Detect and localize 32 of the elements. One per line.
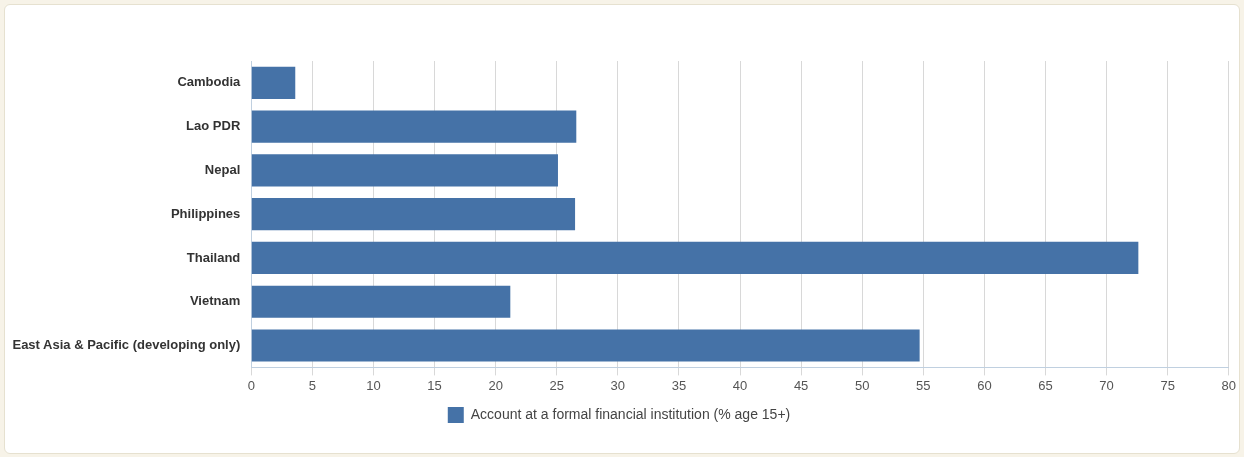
y-tick-label: Philippines [170, 205, 241, 221]
bar [251, 329, 920, 362]
x-tick-label: 10 [366, 377, 381, 393]
x-tick-label: 30 [610, 377, 626, 393]
bar [251, 154, 558, 187]
x-tick-label: 35 [671, 377, 687, 393]
bar [251, 110, 577, 143]
y-tick-label: Thailand [186, 249, 241, 265]
x-tick-label: 70 [1099, 377, 1114, 393]
x-tick-label: 45 [793, 377, 809, 393]
legend-label: Account at a formal financial institution (% age 15+) [470, 405, 791, 422]
y-tick-label: Lao PDR [186, 118, 241, 134]
y-tick-label: Vietnam [189, 293, 241, 309]
bar [251, 66, 296, 99]
x-tick-label: 5 [308, 377, 316, 393]
bar [251, 285, 511, 318]
bar [251, 241, 1139, 275]
x-tick-label: 60 [977, 377, 992, 393]
x-tick-label: 15 [427, 377, 442, 393]
y-tick-label: Cambodia [177, 74, 242, 90]
x-tick-label: 25 [549, 377, 564, 393]
x-tick-label: 0 [247, 377, 255, 393]
x-tick-label: 65 [1038, 377, 1053, 393]
x-tick-label: 75 [1160, 377, 1175, 393]
x-tick-label: 20 [488, 377, 503, 393]
x-tick-label: 50 [854, 377, 870, 393]
y-tick-label: Nepal [204, 162, 241, 178]
bar [251, 198, 576, 231]
x-tick-label: 40 [732, 377, 748, 393]
x-tick-label: 80 [1221, 377, 1236, 393]
x-tick-label: 55 [916, 377, 931, 393]
y-tick-label: East Asia & Pacific (developing only) [12, 337, 241, 353]
